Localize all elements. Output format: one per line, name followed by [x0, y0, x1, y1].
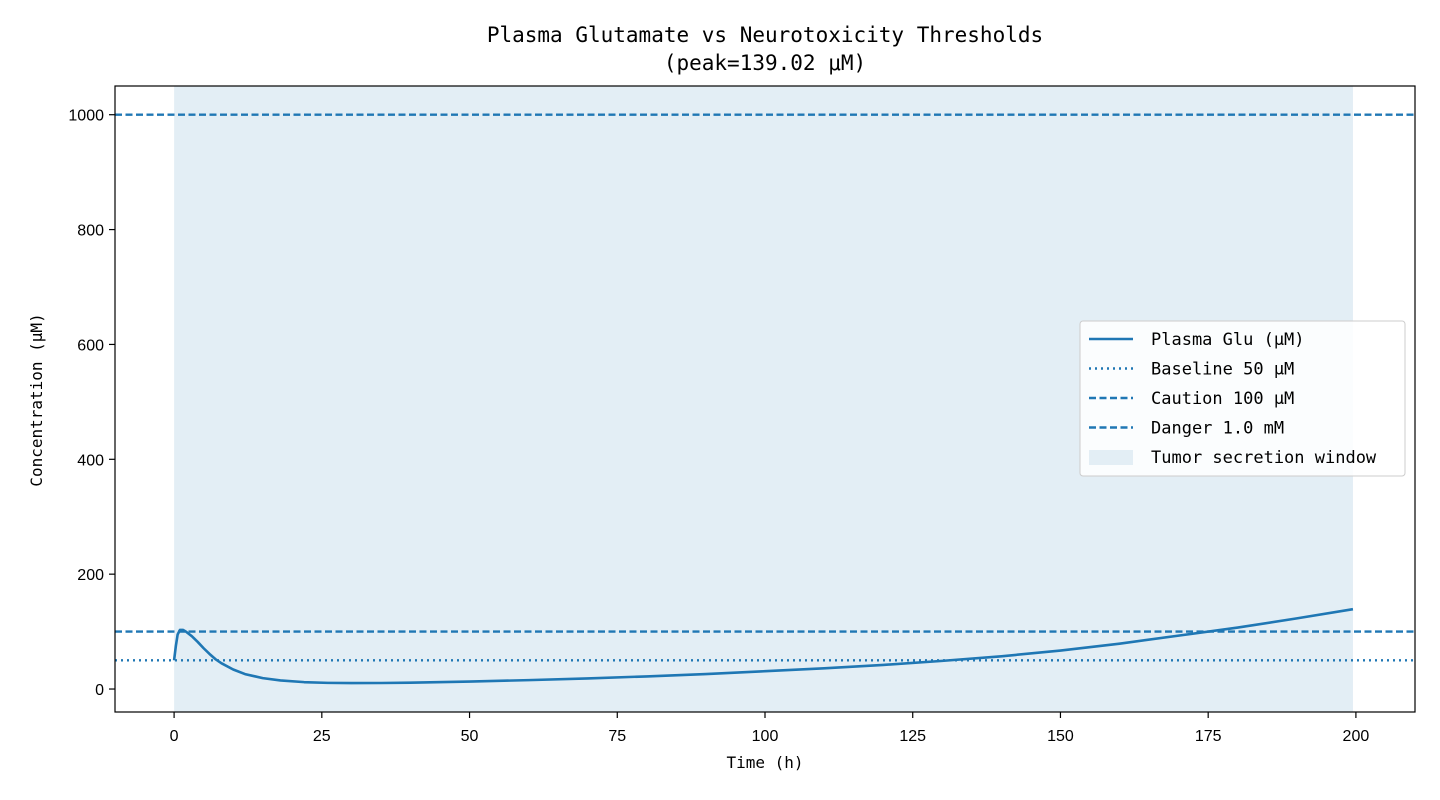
x-axis: 0 25 50 75 100 125 150 175 200	[170, 712, 1370, 745]
legend: Plasma Glu (μM) Baseline 50 μM Caution 100…	[1079, 320, 1406, 477]
legend-label: Baseline 50 μM	[1151, 360, 1294, 380]
series-line-0	[172, 607, 1354, 685]
y-tick-label: 600	[77, 337, 104, 354]
x-tick-label: 0	[170, 728, 179, 745]
x-tick-label: 150	[1047, 728, 1074, 745]
y-tick-label: 400	[77, 452, 104, 469]
x-tick-label: 50	[461, 728, 479, 745]
y-tick-label: 1000	[68, 108, 104, 125]
chart-title: Plasma Glutamate vs Neurotoxicity Thresh…	[487, 23, 1043, 47]
legend-label: Tumor secretion window	[1151, 448, 1377, 468]
x-tick-label: 125	[899, 728, 926, 745]
y-axis: 0 200 400 600 800 1000	[68, 108, 115, 699]
x-tick-label: 200	[1343, 728, 1370, 745]
x-tick-label: 75	[608, 728, 626, 745]
legend-label: Plasma Glu (μM)	[1151, 330, 1305, 350]
y-tick-label: 800	[77, 223, 104, 240]
x-tick-label: 100	[752, 728, 779, 745]
x-tick-label: 25	[313, 728, 331, 745]
x-axis-label: Time (h)	[726, 753, 803, 772]
legend-label: Caution 100 μM	[1151, 389, 1294, 409]
y-axis-label: Concentration (μM)	[27, 313, 46, 486]
chart-subtitle: (peak=139.02 μM)	[664, 51, 866, 75]
x-tick-label: 175	[1195, 728, 1222, 745]
legend-label: Danger 1.0 mM	[1151, 419, 1284, 439]
legend-swatch	[1089, 450, 1133, 465]
y-tick-label: 200	[77, 567, 104, 584]
y-tick-label: 0	[95, 682, 104, 699]
legend-box	[1079, 320, 1406, 477]
